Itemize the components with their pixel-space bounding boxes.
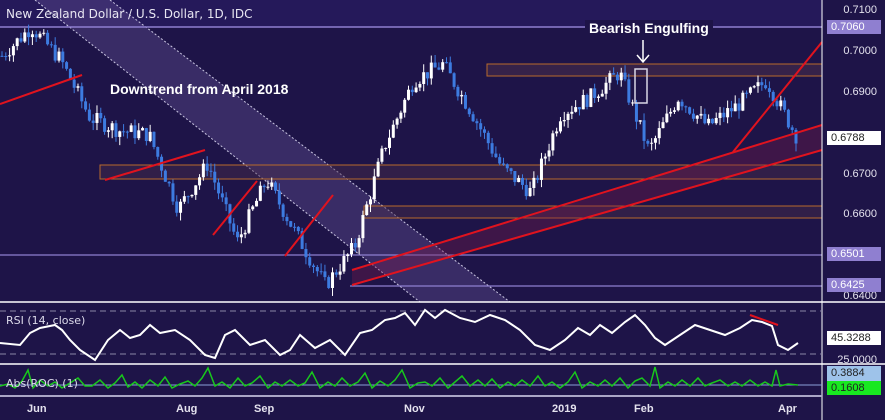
channel-upper-edge — [109, 0, 511, 303]
trendlines — [0, 41, 823, 286]
resistance-zone — [486, 63, 823, 77]
rsi-value-tag: 45.3288 — [827, 331, 881, 345]
roc-label: Abs(ROC) (1) — [6, 377, 78, 390]
x-label-apr: Apr — [778, 403, 797, 415]
price-tick-7100: 0.7100 — [843, 4, 877, 16]
x-label-2019: 2019 — [552, 403, 577, 415]
downtrend-channel — [35, 0, 510, 302]
rsi-line — [0, 308, 799, 362]
tag-level-7060: 0.7060 — [827, 20, 881, 34]
price-tick-6700: 0.6700 — [843, 168, 877, 180]
price-tick-6600: 0.6600 — [843, 208, 877, 220]
rsi-divergence-line — [749, 314, 779, 326]
price-tick-6900: 0.6900 — [843, 86, 877, 98]
x-label-feb: Feb — [634, 403, 654, 415]
rsi-tick-25: 25.0000 — [837, 354, 877, 366]
x-label-sep: Sep — [254, 403, 275, 415]
roc-line — [0, 366, 799, 390]
x-label-jun: Jun — [27, 403, 47, 415]
rsi-label: RSI (14, close) — [6, 314, 86, 327]
tag-current-price: 0.6788 — [827, 131, 881, 145]
candlesticks — [0, 24, 798, 296]
roc-tag-blue: 0.3884 — [827, 366, 881, 381]
x-label-nov: Nov — [404, 403, 425, 415]
channel-lower-edge — [34, 0, 421, 303]
tag-level-6501: 0.6501 — [827, 247, 881, 261]
price-tick-7000: 0.7000 — [843, 45, 877, 57]
downtrend-annotation: Downtrend from April 2018 — [110, 81, 289, 97]
rising-channel — [352, 125, 822, 285]
engulfing-highlight — [634, 68, 648, 104]
price-tick-6400: 0.6400 — [843, 290, 877, 302]
bearish-engulfing-annotation: Bearish Engulfing — [585, 20, 713, 36]
roc-tag-green: 0.1608 — [827, 381, 881, 395]
x-label-aug: Aug — [176, 403, 198, 415]
tag-level-6425: 0.6425 — [827, 278, 881, 292]
chart-title: New Zealand Dollar / U.S. Dollar, 1D, ID… — [6, 7, 253, 21]
